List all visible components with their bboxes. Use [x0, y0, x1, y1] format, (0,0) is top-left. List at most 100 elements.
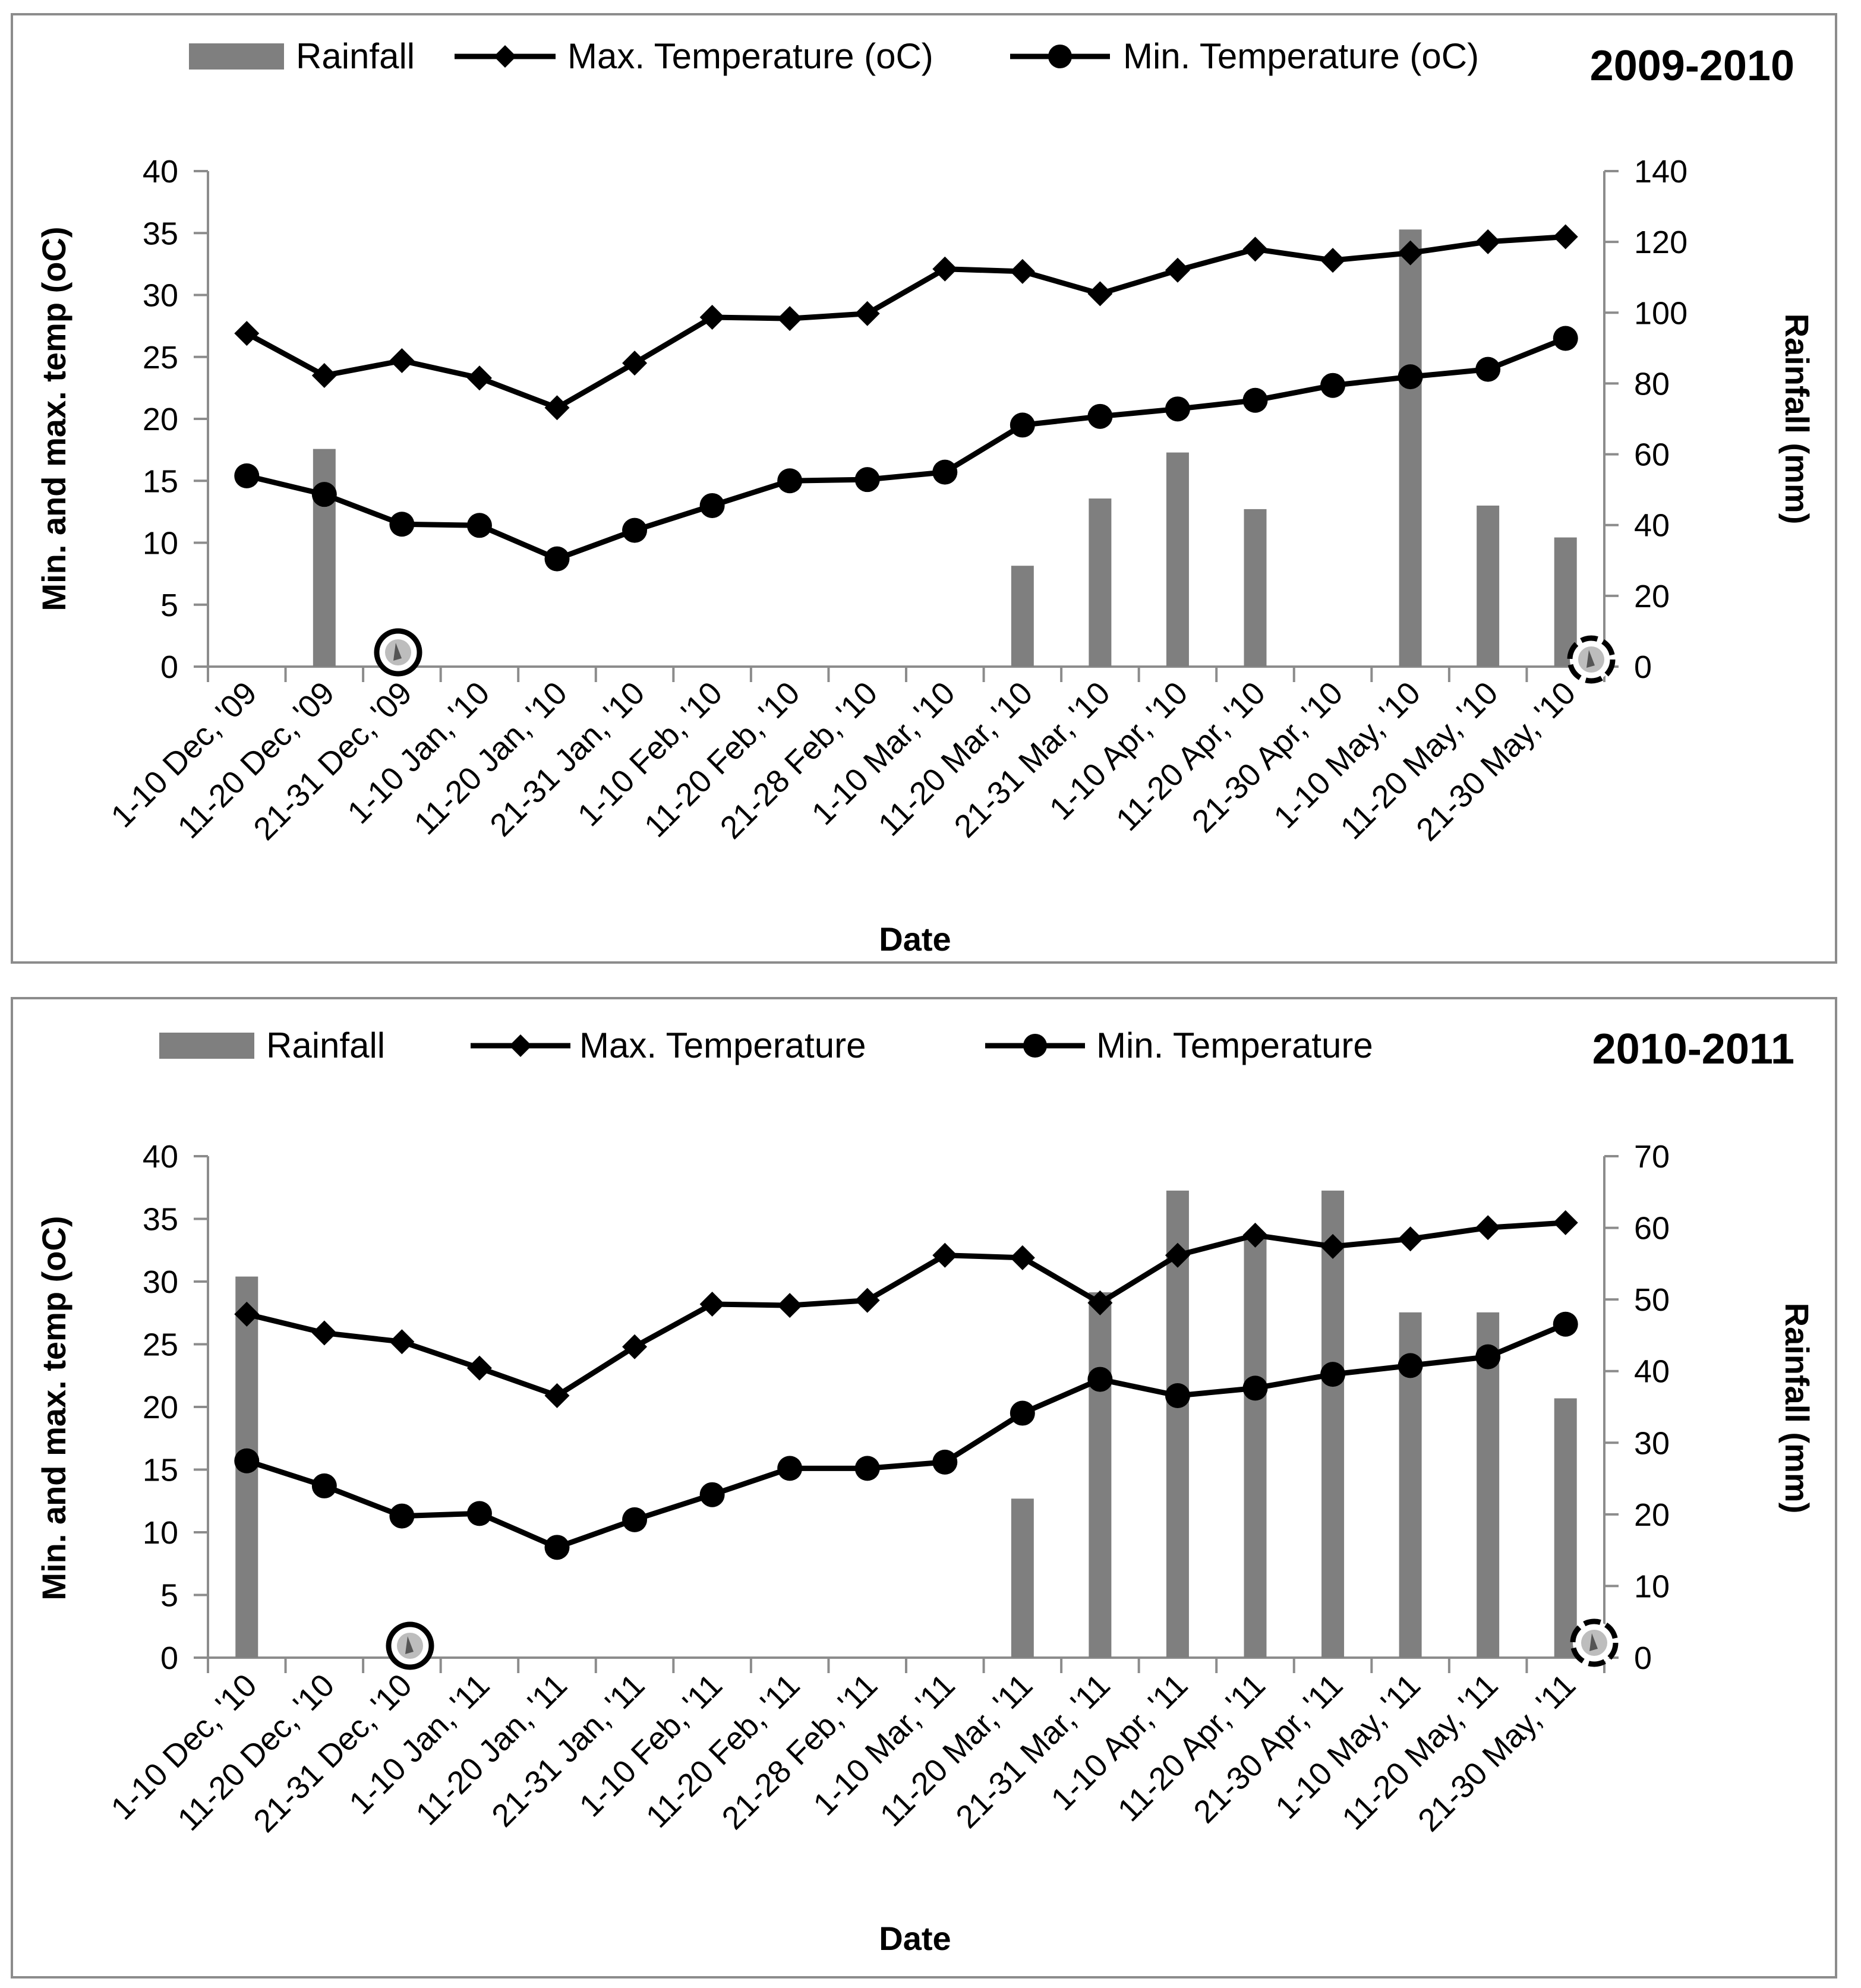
min-temperature-point — [1087, 403, 1113, 429]
max-temperature-point — [699, 305, 725, 330]
right-tick-label: 120 — [1634, 225, 1687, 260]
legend-max-label: Max. Temperature — [579, 1025, 866, 1065]
left-tick-label: 10 — [143, 1515, 178, 1551]
min-temperature-point — [389, 1503, 415, 1529]
min-temperature-line — [246, 336, 1567, 562]
legend-max-label: Max. Temperature (oC) — [567, 36, 933, 76]
chart-title: 2009-2010 — [1590, 42, 1794, 90]
right-tick-label: 60 — [1634, 437, 1670, 473]
legend-max-marker — [509, 1034, 532, 1057]
min-temperature-point — [777, 468, 803, 494]
x-axis-title: Date — [879, 920, 951, 958]
right-tick-label: 80 — [1634, 366, 1670, 402]
max-temperature-point — [1475, 1215, 1501, 1241]
min-temperature-point — [544, 1535, 570, 1560]
min-temperature-point — [1553, 1311, 1578, 1337]
rainfall-bar — [1244, 509, 1267, 667]
left-tick-label: 5 — [160, 1578, 178, 1614]
min-temperature-point — [932, 1449, 958, 1475]
right-tick-label: 140 — [1634, 154, 1687, 190]
max-temperature-point — [1320, 1233, 1346, 1259]
rainfall-bar — [1089, 498, 1112, 667]
max-temperature-point — [1165, 1242, 1190, 1268]
left-tick-label: 35 — [143, 1202, 178, 1238]
right-tick-label: 60 — [1634, 1211, 1670, 1247]
min-temperature-point — [466, 513, 492, 538]
max-temperature-point — [311, 1320, 337, 1346]
legend-rainfall-label: Rainfall — [266, 1025, 385, 1065]
max-temperature-point — [544, 1383, 570, 1409]
right-tick-label: 40 — [1634, 1354, 1670, 1390]
max-temperature-point — [854, 301, 880, 326]
max-temperature-line — [245, 234, 1566, 411]
max-temperature-point — [1242, 236, 1268, 262]
max-temperature-point — [932, 1242, 958, 1268]
min-temperature-point — [1010, 412, 1035, 438]
chart-frame — [11, 13, 1837, 964]
min-temperature-point — [622, 517, 648, 543]
right-tick-label: 20 — [1634, 579, 1670, 614]
max-temperature-point — [622, 1334, 648, 1359]
right-axis-title: Rainfall (mm) — [1778, 1303, 1816, 1514]
left-tick-label: 30 — [143, 278, 178, 314]
max-temperature-point — [466, 365, 492, 391]
max-temperature-point — [1242, 1222, 1268, 1248]
rainfall-bar — [1554, 1398, 1577, 1658]
legend: Rainfall Max. Temperature (oC) Min. Temper… — [189, 36, 1479, 76]
max-temperature-point — [466, 1355, 492, 1381]
left-axis-title: Min. and max. temp (oC) — [35, 226, 72, 611]
max-temperature-point — [389, 348, 415, 374]
max-temperature-point — [544, 395, 570, 421]
min-temperature-point — [1475, 1344, 1501, 1369]
right-tick-label: 50 — [1634, 1282, 1670, 1318]
min-temperature-point — [1165, 1383, 1190, 1409]
max-temperature-point — [854, 1288, 880, 1313]
min-temperature-point — [389, 512, 415, 537]
legend-min-label: Min. Temperature (oC) — [1123, 36, 1479, 76]
photo-icon — [374, 628, 422, 677]
left-tick-label: 35 — [143, 216, 178, 251]
left-tick-label: 15 — [143, 463, 178, 499]
min-temperature-point — [699, 1482, 725, 1507]
min-temperature-point — [234, 1448, 260, 1473]
min-temperature-point — [1398, 1353, 1423, 1378]
min-temperature-point — [311, 482, 337, 507]
right-tick-label: 0 — [1634, 1640, 1652, 1676]
legend: Rainfall Max. Temperature Min. Temperature — [159, 1025, 1373, 1065]
right-tick-label: 30 — [1634, 1425, 1670, 1461]
rainfall-bar — [1089, 1292, 1112, 1658]
left-tick-label: 5 — [160, 588, 178, 623]
max-temperature-point — [1165, 257, 1190, 283]
rainfall-bar — [1477, 505, 1500, 667]
left-tick-label: 0 — [160, 649, 178, 685]
left-tick-label: 25 — [143, 340, 178, 375]
min-temperature-point — [1242, 387, 1268, 413]
right-tick-label: 20 — [1634, 1497, 1670, 1533]
min-temperature-point — [1320, 373, 1346, 398]
chart-title: 2010-2011 — [1592, 1025, 1794, 1073]
left-axis-title: Min. and max. temp (oC) — [35, 1216, 72, 1600]
min-temperature-point — [311, 1473, 337, 1498]
min-temperature-point — [932, 459, 958, 485]
min-temperature-point — [854, 467, 880, 493]
max-temperature-point — [1010, 258, 1035, 284]
photo-icon — [1570, 1618, 1619, 1667]
max-temperature-point — [1398, 240, 1423, 266]
min-temperature-point — [1475, 356, 1501, 382]
min-temperature-point — [234, 463, 260, 488]
max-temperature-point — [311, 363, 337, 389]
legend-rainfall-label: Rainfall — [296, 36, 415, 76]
min-temperature-point — [854, 1456, 880, 1481]
rainfall-bar — [1011, 566, 1034, 667]
max-temperature-point — [699, 1291, 725, 1317]
photo-icon-mark — [1589, 1633, 1598, 1651]
min-temperature-point — [777, 1456, 803, 1481]
min-temperature-point — [1242, 1375, 1268, 1401]
right-tick-label: 10 — [1634, 1569, 1670, 1604]
max-temperature-point — [932, 256, 958, 282]
max-temperature-point — [234, 321, 260, 346]
legend-rainfall-swatch — [189, 43, 284, 70]
max-temperature-point — [1553, 1210, 1578, 1235]
